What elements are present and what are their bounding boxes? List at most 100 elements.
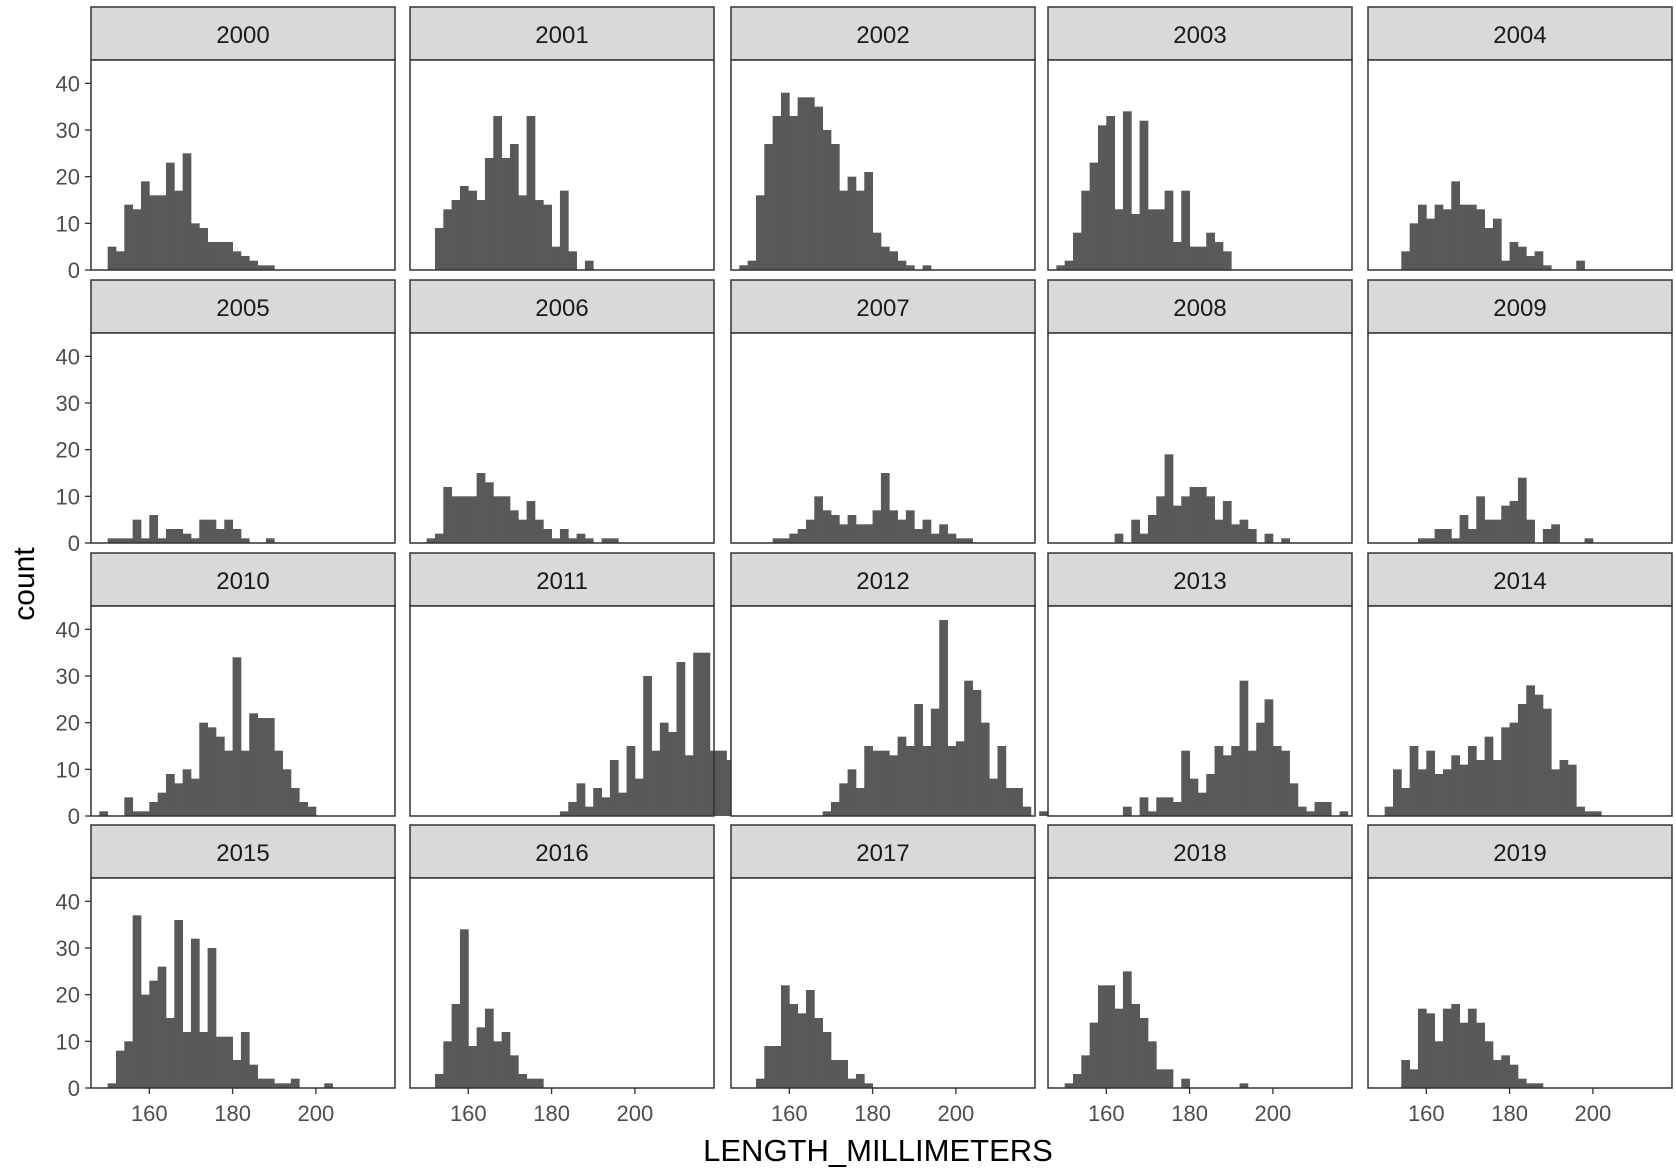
histogram-bar: [1451, 755, 1461, 816]
x-tick-label: 160: [1088, 1101, 1125, 1126]
facet-panel-border: [409, 877, 715, 1089]
histogram-bar: [1172, 242, 1182, 270]
histogram-bar: [459, 929, 469, 1088]
histogram-bar: [739, 265, 749, 270]
histogram-bar: [1139, 533, 1149, 543]
facet-panel-border: [1367, 877, 1673, 1089]
histogram-bar: [1164, 190, 1174, 270]
histogram-bar: [182, 153, 192, 270]
y-tick-label: 40: [56, 617, 80, 642]
histogram-bar: [1206, 496, 1215, 543]
histogram-bar: [693, 652, 702, 816]
histogram-bar: [584, 806, 594, 816]
histogram-bar: [1459, 1022, 1469, 1088]
y-tick-label: 20: [56, 438, 80, 463]
histogram-bar: [140, 811, 150, 816]
histogram-bar: [964, 538, 973, 543]
histogram-bar: [1231, 524, 1240, 543]
histogram-bar: [1484, 519, 1494, 543]
facet-panel-2019: 2019 160 180 200: [1367, 824, 1673, 1126]
histogram-bar: [789, 1004, 799, 1088]
histogram-bar: [207, 727, 217, 816]
histogram-bar: [1322, 802, 1332, 816]
histogram-bar: [1147, 811, 1157, 816]
histogram-bar: [265, 265, 275, 270]
histogram-bar: [468, 1046, 478, 1088]
histogram-bar: [1097, 125, 1107, 270]
histogram-bar: [1306, 811, 1315, 816]
histogram-bar: [1256, 722, 1265, 816]
histogram-bar: [1072, 232, 1082, 270]
histogram-bar: [1106, 985, 1116, 1088]
histogram-bar: [165, 774, 175, 816]
histogram-bar: [1064, 1083, 1074, 1088]
histogram-bar: [1264, 533, 1274, 543]
histogram-bar: [1222, 755, 1232, 816]
histogram-bar: [265, 718, 275, 816]
histogram-bar: [1426, 218, 1436, 270]
histogram-bar: [626, 746, 636, 816]
histogram-bar: [1164, 1069, 1174, 1088]
facet-strip-label: 2002: [856, 22, 909, 49]
facet-strip-label: 2000: [216, 22, 269, 49]
histogram-bar: [1197, 246, 1207, 270]
histogram-bar: [1272, 746, 1282, 816]
facet-panel-2000: 2000 0 10 20 30 40: [56, 6, 396, 283]
x-tick-label: 200: [1575, 1101, 1612, 1126]
histogram-bar: [1592, 811, 1602, 816]
facet-strip: [409, 552, 715, 607]
histogram-bar: [1542, 708, 1552, 816]
histogram-bar: [997, 746, 1007, 816]
histogram-bar: [1542, 529, 1552, 543]
histogram-bar: [1409, 746, 1419, 816]
histogram-bar: [1131, 1004, 1141, 1088]
histogram-bar: [1442, 209, 1452, 270]
histogram-bar: [1181, 190, 1190, 270]
facet-panel-2005: 2005 0 10 20 30 40: [56, 279, 396, 556]
histogram-bar: [1297, 806, 1307, 816]
histogram-bar: [1339, 811, 1349, 816]
histogram-bar: [1467, 204, 1477, 270]
facet-plot-area: [1368, 878, 1672, 1088]
histogram-bar: [157, 538, 167, 543]
histogram-bar: [559, 529, 569, 543]
histogram-bar: [1417, 538, 1427, 543]
histogram-bar: [274, 750, 283, 816]
facet-panel-2008: 2008: [1047, 279, 1353, 544]
histogram-bar: [584, 538, 594, 543]
histogram-bar: [830, 1060, 840, 1088]
histogram-bar: [1442, 529, 1452, 543]
histogram-bar: [476, 1027, 486, 1088]
histogram-bar: [922, 265, 932, 270]
histogram-bar: [772, 116, 782, 270]
histogram-bar: [1434, 529, 1444, 543]
histogram-bar: [501, 496, 511, 543]
facet-panel-border: [90, 605, 396, 817]
x-tick-label: 160: [771, 1101, 808, 1126]
histogram-bar: [1484, 228, 1494, 270]
histogram-bar: [914, 704, 923, 816]
histogram-bar: [182, 1032, 192, 1088]
histogram-bar: [797, 529, 807, 543]
facet-strip: [409, 824, 715, 879]
facet-panel-border: [409, 332, 715, 544]
histogram-bar: [880, 246, 890, 270]
histogram-bar: [872, 232, 882, 270]
histogram-bar: [872, 750, 882, 816]
histogram-bar: [249, 260, 258, 270]
histogram-bar: [1576, 260, 1585, 270]
histogram-bar: [847, 515, 857, 543]
histogram-bar: [240, 1032, 250, 1088]
histogram-bar: [215, 736, 225, 816]
facet-panel-2012: 2012: [730, 552, 1048, 817]
histogram-bar: [509, 144, 519, 270]
histogram-bar: [1214, 519, 1224, 543]
histogram-bar: [149, 195, 159, 270]
histogram-bar: [484, 1008, 494, 1088]
histogram-bar: [1576, 806, 1585, 816]
histogram-bar: [1081, 190, 1091, 270]
histogram-bar: [1426, 1013, 1436, 1088]
histogram-bar: [1056, 265, 1066, 270]
histogram-bar: [1072, 1074, 1082, 1088]
